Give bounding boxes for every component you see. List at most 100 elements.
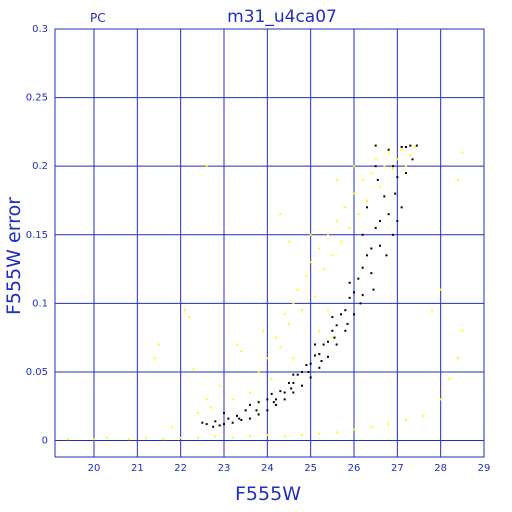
black-data-point — [396, 176, 399, 179]
x-tick-label: 22 — [174, 463, 187, 474]
yellow-data-point — [153, 357, 156, 360]
black-data-point — [348, 281, 351, 284]
black-data-point — [379, 244, 381, 247]
yellow-data-point — [266, 434, 269, 437]
y-tick-label: 0.25 — [26, 93, 48, 104]
yellow-data-point — [188, 316, 191, 319]
x-tick-label: 29 — [478, 463, 491, 474]
y-tick-label: 0.1 — [32, 298, 48, 309]
black-data-point — [270, 392, 273, 395]
yellow-data-point — [262, 329, 264, 332]
yellow-data-point — [218, 384, 221, 387]
yellow-data-point — [331, 336, 334, 339]
x-tick-label: 23 — [218, 463, 231, 474]
yellow-data-point — [392, 167, 394, 170]
yellow-data-point — [422, 414, 425, 417]
black-data-point — [292, 373, 295, 376]
black-data-point — [409, 144, 412, 147]
plot-frame — [54, 28, 485, 458]
black-data-point — [212, 425, 215, 428]
yellow-data-point — [439, 398, 442, 401]
yellow-data-point — [301, 309, 303, 312]
black-data-point — [223, 412, 225, 415]
yellow-data-point — [357, 213, 360, 216]
black-data-point — [236, 414, 238, 417]
yellow-data-point — [413, 145, 416, 148]
black-data-point — [400, 206, 403, 209]
x-tick-label: 28 — [434, 463, 447, 474]
y-tick-labels: 0 0.05 0.1 0.15 0.2 0.25 0.3 — [26, 24, 48, 447]
black-data-point — [385, 254, 388, 257]
black-data-point — [288, 381, 290, 384]
black-data-point — [394, 192, 397, 195]
yellow-data-point — [288, 322, 290, 325]
black-data-point — [327, 355, 329, 358]
yellow-data-point — [318, 432, 321, 435]
yellow-data-point — [318, 247, 321, 250]
black-data-point — [257, 413, 260, 416]
black-data-point — [322, 343, 325, 346]
black-data-point — [405, 172, 407, 175]
black-data-point — [314, 343, 316, 346]
black-data-point — [272, 401, 275, 404]
black-data-point — [370, 272, 373, 275]
black-data-point — [348, 296, 351, 299]
grid-lines — [55, 28, 485, 457]
data-points — [67, 144, 464, 441]
yellow-data-point — [327, 233, 329, 236]
y-tick-label: 0.3 — [32, 24, 48, 35]
yellow-data-point — [205, 398, 208, 401]
black-data-point — [320, 359, 323, 362]
black-data-point — [361, 294, 364, 297]
yellow-data-point — [353, 192, 355, 195]
yellow-data-point — [335, 178, 338, 181]
yellow-data-point — [210, 406, 212, 409]
yellow-data-point — [67, 438, 69, 441]
yellow-data-point — [231, 436, 234, 439]
black-data-point — [314, 354, 316, 357]
black-data-point — [309, 362, 312, 365]
black-data-point — [266, 398, 269, 401]
x-tick-label: 25 — [304, 463, 317, 474]
yellow-data-point — [257, 370, 260, 373]
yellow-data-point — [348, 226, 351, 229]
black-data-point — [396, 220, 399, 223]
y-tick-label: 0.05 — [26, 367, 48, 378]
black-data-point — [292, 391, 295, 394]
yellow-data-point — [296, 288, 299, 291]
black-data-point — [376, 178, 379, 181]
yellow-data-point — [249, 435, 251, 438]
black-data-point — [205, 423, 208, 426]
black-data-point — [275, 403, 277, 406]
yellow-data-point — [93, 438, 95, 441]
yellow-data-point — [292, 357, 295, 360]
black-data-point — [359, 302, 362, 305]
yellow-data-point — [179, 436, 182, 439]
black-data-point — [244, 409, 247, 412]
black-data-point — [353, 291, 355, 294]
yellow-data-point — [158, 343, 160, 346]
black-data-point — [357, 277, 360, 280]
black-data-point — [344, 329, 347, 332]
yellow-data-point — [457, 178, 459, 181]
black-data-point — [372, 288, 375, 291]
yellow-data-point — [353, 165, 355, 168]
yellow-data-point — [374, 158, 377, 161]
yellow-data-point — [162, 438, 165, 441]
x-tick-label: 24 — [261, 463, 274, 474]
black-data-point — [275, 398, 277, 401]
black-data-point — [411, 158, 414, 161]
yellow-data-point — [409, 154, 412, 157]
yellow-data-point — [301, 434, 303, 437]
yellow-data-point — [327, 309, 329, 312]
yellow-data-point — [331, 254, 334, 257]
yellow-data-point — [322, 268, 325, 271]
yellow-data-point — [283, 435, 286, 438]
black-data-point — [387, 213, 390, 216]
yellow-data-point — [448, 377, 451, 380]
yellow-data-point — [275, 336, 277, 339]
black-data-point — [201, 421, 204, 424]
yellow-data-point — [214, 435, 217, 438]
black-data-point — [318, 353, 321, 356]
black-data-point — [290, 387, 293, 390]
